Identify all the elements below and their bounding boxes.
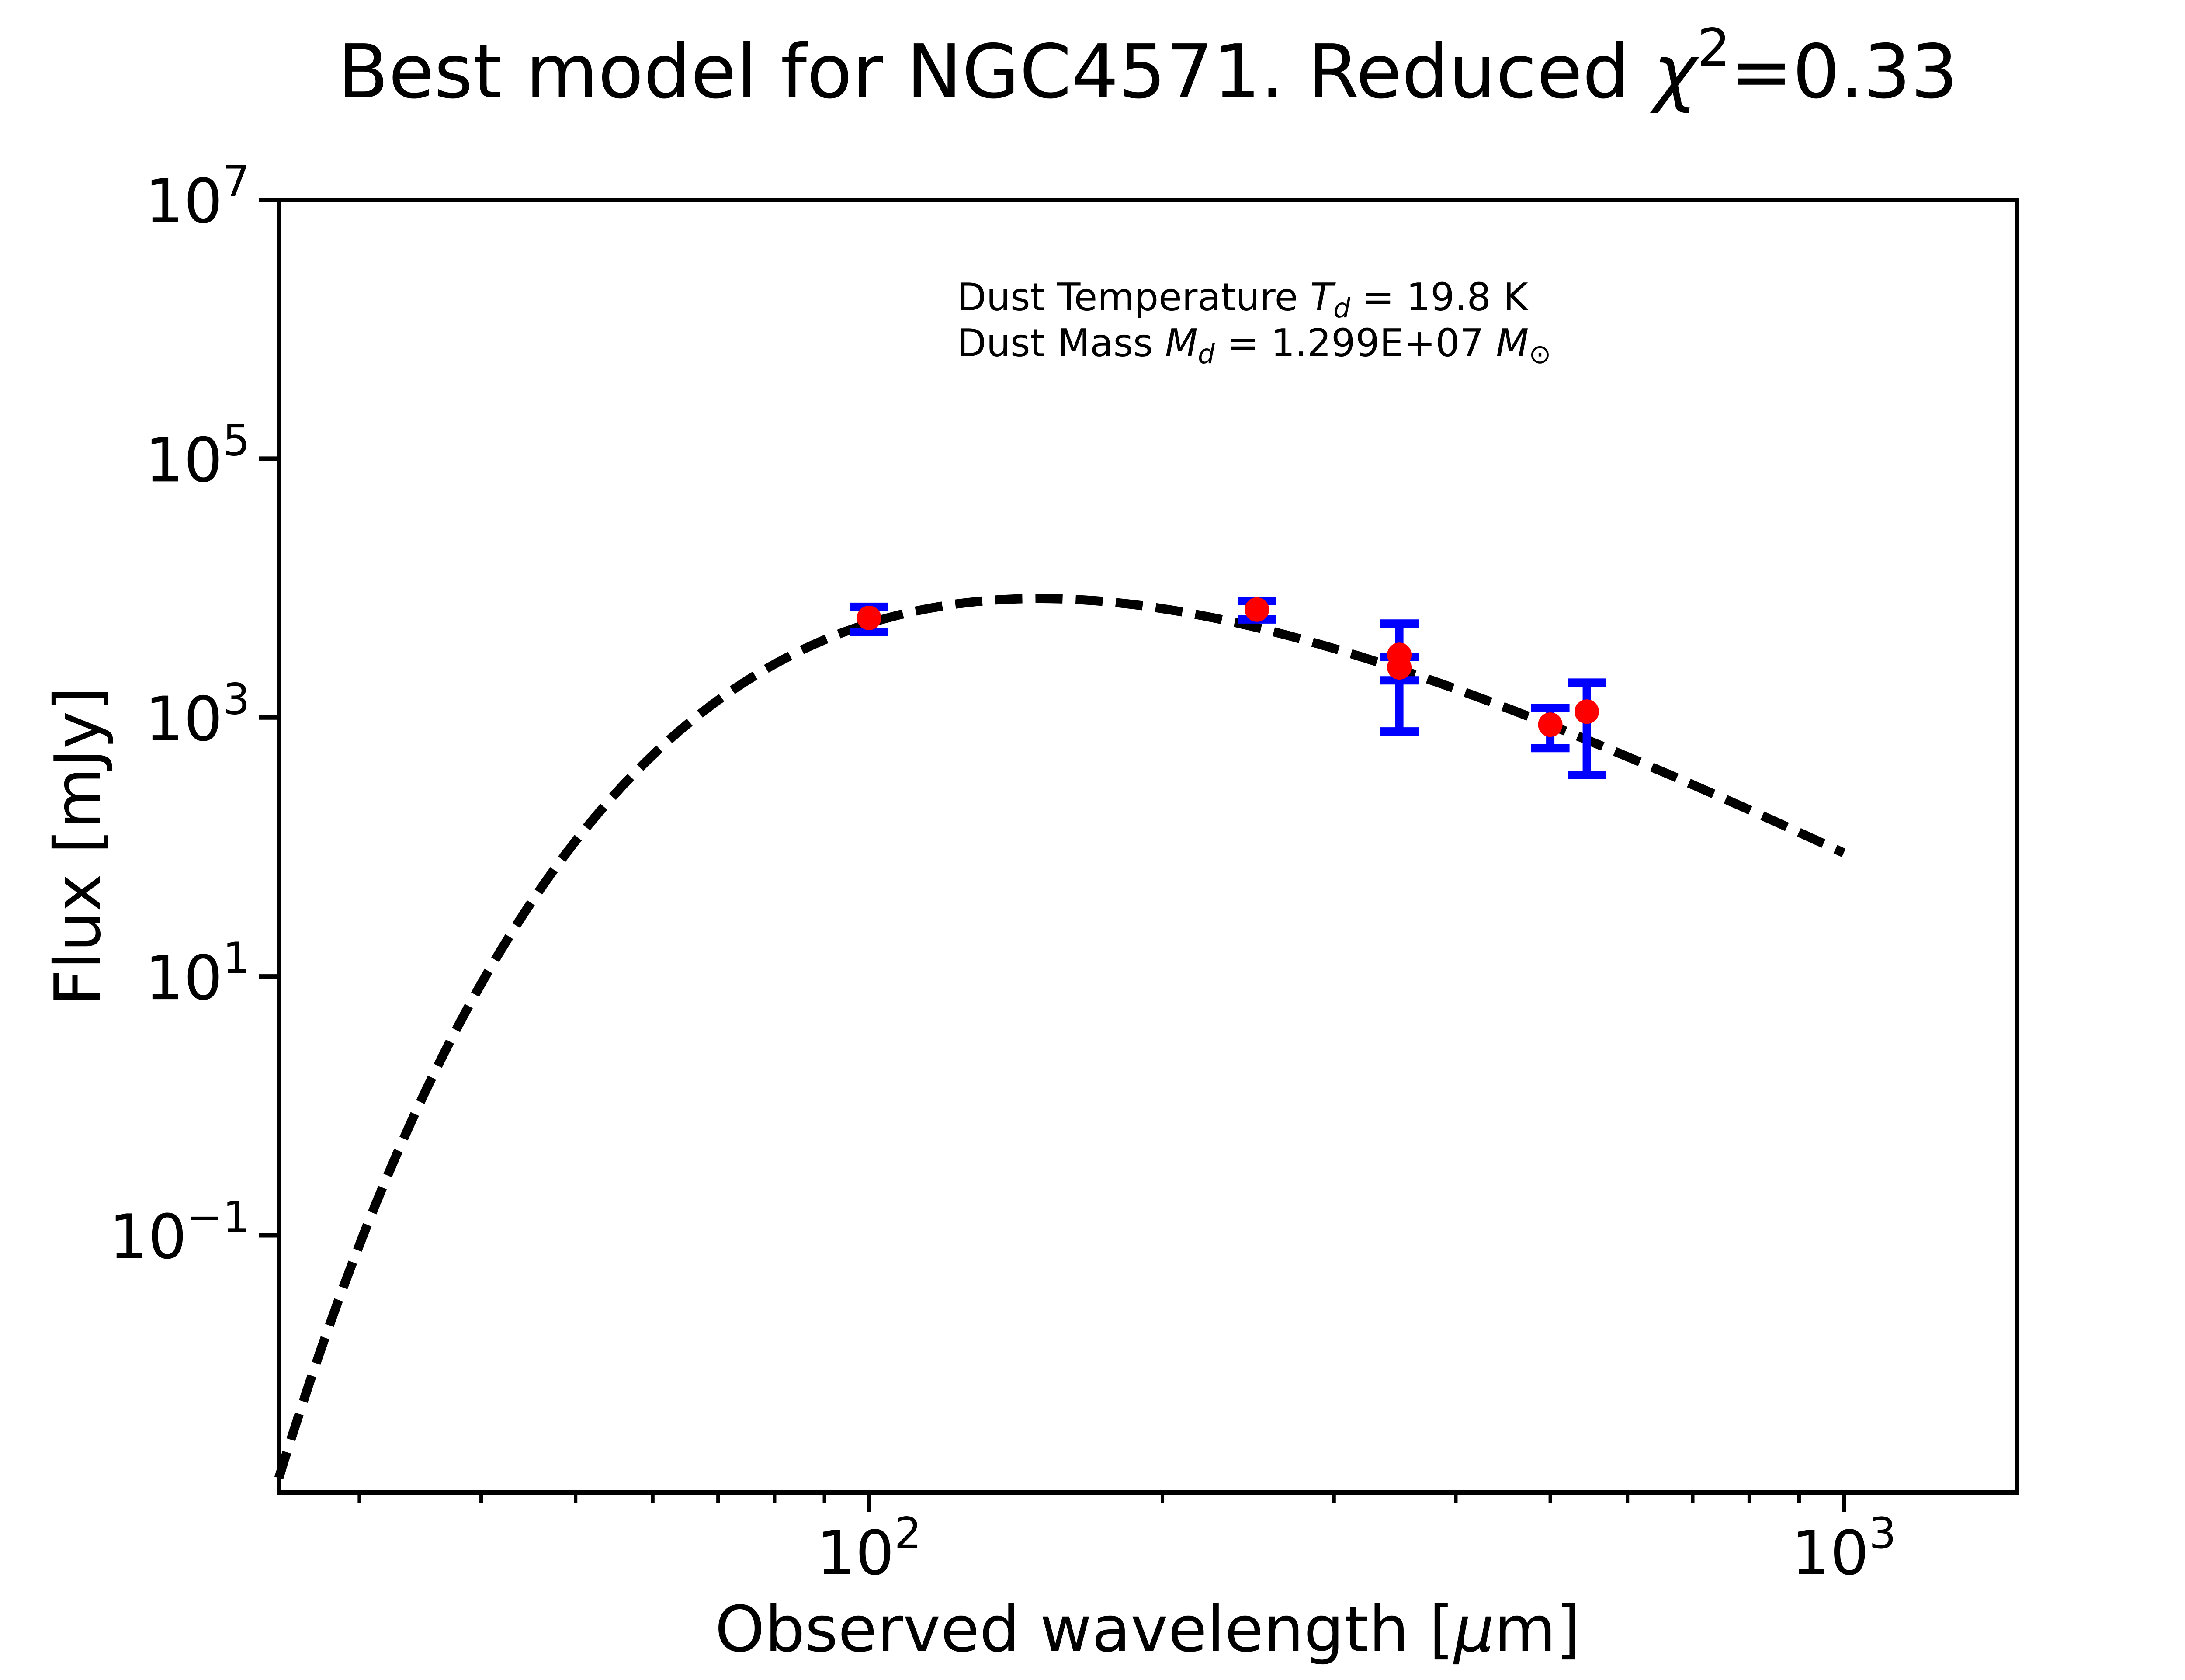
x-tick-label: 102: [816, 1509, 922, 1589]
x-axis: 102 103: [357, 1493, 1897, 1589]
data-point-marker: [1538, 712, 1563, 737]
y-tick-label: 107: [145, 157, 250, 237]
chart-title: Best model for NGC4571. Reduced χ2=0.33: [338, 18, 1958, 115]
data-points: [857, 597, 1599, 737]
y-axis-label: Flux [mJy]: [41, 687, 115, 1006]
data-point-marker: [1245, 597, 1269, 622]
data-point-marker: [1387, 655, 1412, 680]
model-annotation-line: Dust Temperature Td = 19.8 K: [957, 275, 1529, 324]
y-tick-label: 105: [145, 416, 250, 496]
y-tick-label: 10−1: [109, 1192, 250, 1273]
y-tick-label: 103: [145, 675, 250, 755]
plot-border: [277, 198, 2019, 1495]
x-tick-label: 103: [1791, 1509, 1897, 1589]
data-point-marker: [1575, 699, 1599, 724]
x-axis-label: Observed wavelength [μm]: [715, 1593, 1581, 1666]
model-annotation-line: Dust Mass Md = 1.299E+07 M⊙: [957, 321, 1551, 370]
y-axis: 107 105 103 101 10−1: [109, 157, 279, 1273]
data-point-marker: [857, 605, 881, 630]
error-bar: [1568, 678, 1606, 779]
y-tick-label: 101: [145, 934, 250, 1014]
